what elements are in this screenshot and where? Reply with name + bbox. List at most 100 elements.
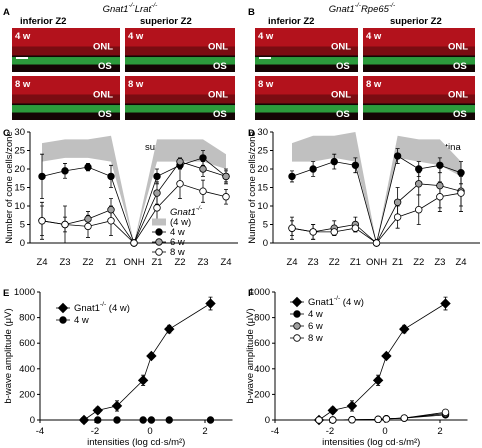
text-run: 25 <box>14 145 25 156</box>
text-run: Z3 <box>197 257 208 268</box>
x-tick-label: 2 <box>202 426 207 437</box>
text-run: D <box>248 128 255 139</box>
y-tick-label: 5 <box>263 219 268 230</box>
text-run: Z4 <box>455 257 466 268</box>
text-run: ONH <box>366 257 387 268</box>
marker <box>59 316 67 324</box>
layer-label: OS <box>453 61 467 72</box>
os-layer <box>255 57 358 65</box>
text-run: B <box>248 7 255 18</box>
text-run: -4 <box>36 426 44 437</box>
marker <box>436 193 444 201</box>
text-run: -/- <box>334 295 340 302</box>
marker <box>146 350 157 362</box>
marker <box>84 163 92 171</box>
y-tick-label: 20 <box>14 164 25 175</box>
series-line <box>41 157 227 245</box>
text-run: 0 <box>263 238 268 249</box>
marker <box>291 296 303 308</box>
text-run: E <box>3 288 9 299</box>
text-run: 200 <box>19 389 35 400</box>
x-tick-label: Z4 <box>455 257 466 268</box>
marker <box>457 168 465 177</box>
text-run: superior Z2 <box>390 16 442 27</box>
text-run: OS <box>453 61 467 72</box>
marker <box>293 310 301 318</box>
marker <box>372 239 381 247</box>
marker <box>176 157 184 166</box>
text-run: 800 <box>19 312 35 323</box>
text-run: 2 <box>202 426 207 437</box>
text-run: Number of cone cells/zone <box>247 131 258 243</box>
legend-label: 4 w <box>74 315 89 326</box>
marker <box>80 416 88 424</box>
marker <box>61 220 69 229</box>
x-tick-label: -2 <box>326 426 334 437</box>
marker <box>139 416 147 424</box>
y-tick-label: 800 <box>19 312 35 323</box>
column-header: inferior Z2 <box>20 16 66 27</box>
text-run: Z2 <box>82 257 93 268</box>
marker <box>440 298 451 309</box>
text-run: -/- <box>355 2 362 9</box>
marker <box>329 416 337 424</box>
marker <box>199 154 207 162</box>
os-layer <box>125 57 235 65</box>
layer-label: ONL <box>331 89 351 100</box>
text-run: OS <box>453 109 467 120</box>
os-layer <box>12 57 120 65</box>
layer-label: OS <box>213 61 227 72</box>
text-run: 8 w <box>15 79 31 90</box>
marker <box>107 172 115 181</box>
panel-label: C <box>3 128 10 139</box>
layer-label: ONL <box>331 41 351 52</box>
text-run: ONL <box>208 41 228 52</box>
y-tick-label: 5 <box>20 219 25 230</box>
is-layer <box>125 46 235 56</box>
series-line <box>291 183 462 244</box>
text-run: superior Z2 <box>140 16 192 27</box>
text-run: 5 <box>20 219 25 230</box>
marker <box>330 228 338 236</box>
legend-label: 4 w <box>170 227 185 238</box>
panel-label: E <box>3 288 9 299</box>
x-tick-label: Z1 <box>350 257 361 268</box>
marker <box>147 416 156 424</box>
text-run: 8 w <box>128 79 144 90</box>
text-run: 4 w <box>74 315 89 326</box>
marker <box>457 189 465 197</box>
is-layer <box>255 46 358 56</box>
text-run: Gnat1 <box>308 297 334 308</box>
text-run: 8 w <box>366 79 382 90</box>
y-tick-label: 0 <box>263 238 268 249</box>
os-layer <box>363 57 475 65</box>
marker <box>441 408 450 417</box>
y-tick-label: 0 <box>265 415 270 426</box>
panel-label: F <box>248 288 254 299</box>
age-label: 4 w <box>258 31 274 42</box>
text-run: 8 w <box>170 247 185 258</box>
text-run: A <box>3 7 10 18</box>
text-run: Z3 <box>308 257 319 268</box>
x-tick-label: Z1 <box>105 257 116 268</box>
marker <box>348 416 356 424</box>
marker <box>94 416 102 424</box>
y-tick-label: 20 <box>257 164 268 175</box>
marker <box>400 414 408 422</box>
layer-label: OS <box>213 109 227 120</box>
text-run: -/- <box>196 205 203 212</box>
y-axis-label: b-wave amplitude (μV) <box>3 308 14 403</box>
text-run: Z4 <box>286 257 297 268</box>
series-line <box>41 161 227 244</box>
text-run: OS <box>213 61 227 72</box>
y-axis-label: Number of cone cells/zone <box>247 131 258 243</box>
marker <box>393 198 402 206</box>
marker <box>309 228 317 236</box>
text-run: ONL <box>331 89 351 100</box>
y-tick-label: 25 <box>257 145 268 156</box>
y-tick-label: 10 <box>14 201 25 212</box>
x-tick-label: Z4 <box>286 257 297 268</box>
column-header: superior Z2 <box>140 16 192 27</box>
os-layer <box>363 105 475 113</box>
x-tick-label: Z2 <box>413 257 424 268</box>
